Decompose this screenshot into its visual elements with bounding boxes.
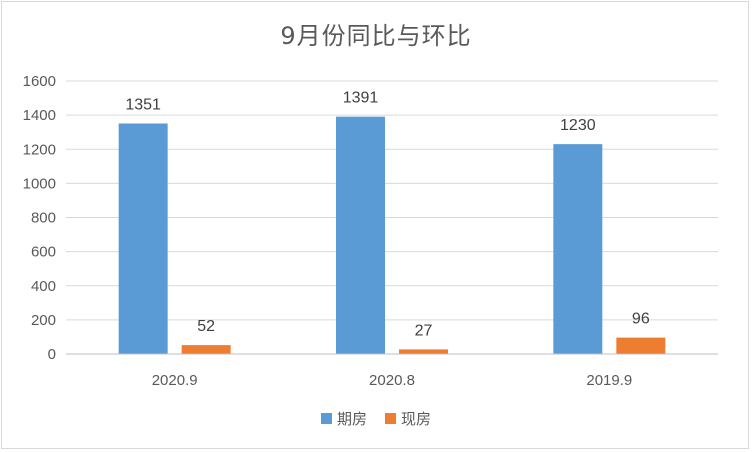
y-tick-label: 400 (31, 278, 56, 295)
bar-series-0 (118, 123, 168, 354)
legend-item-series-1: 现房 (385, 408, 431, 429)
data-label: 1351 (125, 96, 161, 113)
y-tick-label: 1600 (23, 73, 56, 90)
chart-title: 9月份同比与环比 (280, 22, 472, 50)
data-label: 52 (197, 318, 215, 335)
data-label: 96 (632, 311, 650, 328)
bar-series-1 (399, 349, 448, 354)
y-tick-label: 1400 (23, 107, 56, 124)
bar-series-0 (553, 144, 603, 354)
legend-swatch (385, 413, 396, 424)
y-tick-label: 1200 (23, 141, 56, 158)
legend-label: 现房 (401, 410, 432, 428)
legend-swatch (320, 413, 332, 424)
y-tick-label: 600 (31, 244, 56, 261)
y-tick-label: 1000 (23, 175, 56, 192)
bar-series-0 (336, 116, 385, 355)
bar-series-1 (616, 337, 666, 354)
y-tick-label: 800 (31, 210, 56, 227)
legend-item-series-0: 期房 (320, 408, 367, 429)
y-tick-label: 0 (48, 346, 56, 363)
legend: 期房 现房 (0, 408, 752, 429)
data-label: 27 (415, 322, 433, 339)
bar-series-1 (181, 345, 231, 354)
y-tick-label: 200 (31, 312, 56, 329)
x-tick-label: 2020.9 (152, 372, 198, 389)
data-label: 1230 (560, 117, 596, 134)
x-tick-label: 2019.9 (586, 372, 632, 389)
legend-label: 期房 (336, 410, 367, 428)
x-tick-label: 2020.8 (369, 372, 415, 389)
data-label: 1391 (343, 90, 379, 107)
